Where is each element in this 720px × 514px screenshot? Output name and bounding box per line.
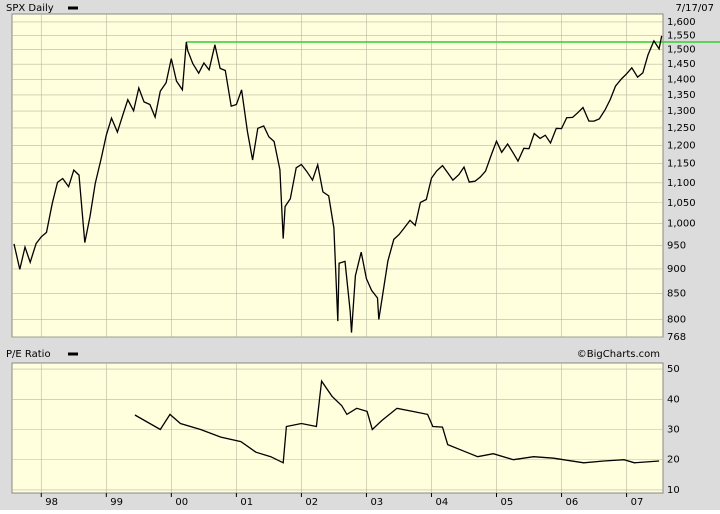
date-label: 7/17/07 <box>675 3 714 14</box>
data-line <box>134 379 660 464</box>
y-tick-label: 50 <box>667 364 680 375</box>
y-tick-label: 768 <box>667 332 686 343</box>
x-tick-label: 01 <box>240 497 253 508</box>
y-tick-label: 10 <box>667 485 680 496</box>
y-tick-label: 1,450 <box>667 59 696 70</box>
y-tick-label: 1,350 <box>667 90 696 101</box>
y-tick-label: 1,550 <box>667 31 696 42</box>
x-tick-label: 06 <box>566 497 579 508</box>
source-label: ©BigCharts.com <box>577 349 660 360</box>
series-name: SPX Daily <box>6 3 54 14</box>
y-tick-label: 1,500 <box>667 45 696 56</box>
data-line <box>13 35 663 333</box>
x-tick-label: 07 <box>631 497 644 508</box>
x-tick-label: 03 <box>370 497 383 508</box>
y-tick-label: 20 <box>667 455 680 466</box>
x-tick-label: 04 <box>435 497 448 508</box>
y-tick-label: 40 <box>667 394 680 405</box>
y-tick-label: 1,200 <box>667 140 696 151</box>
plot-area <box>11 362 664 494</box>
y-tick-label: 800 <box>667 314 686 325</box>
plot-area <box>11 13 664 338</box>
y-tick-label: 1,400 <box>667 74 696 85</box>
y-tick-label: 950 <box>667 241 686 252</box>
y-tick-label: 900 <box>667 264 686 275</box>
y-tick-label: 1,250 <box>667 123 696 134</box>
x-tick-label: 00 <box>175 497 188 508</box>
y-tick-label: 1,100 <box>667 178 696 189</box>
x-tick-label: 99 <box>110 497 123 508</box>
y-tick-label: 1,000 <box>667 219 696 230</box>
y-tick-label: 1,600 <box>667 17 696 28</box>
series-name: P/E Ratio <box>6 349 51 360</box>
y-tick-label: 1,150 <box>667 159 696 170</box>
x-tick-label: 98 <box>45 497 58 508</box>
y-tick-label: 30 <box>667 425 680 436</box>
y-tick-label: 850 <box>667 288 686 299</box>
x-tick-label: 05 <box>501 497 514 508</box>
x-tick-label: 02 <box>305 497 318 508</box>
y-tick-label: 1,300 <box>667 106 696 117</box>
y-tick-label: 1,050 <box>667 198 696 209</box>
